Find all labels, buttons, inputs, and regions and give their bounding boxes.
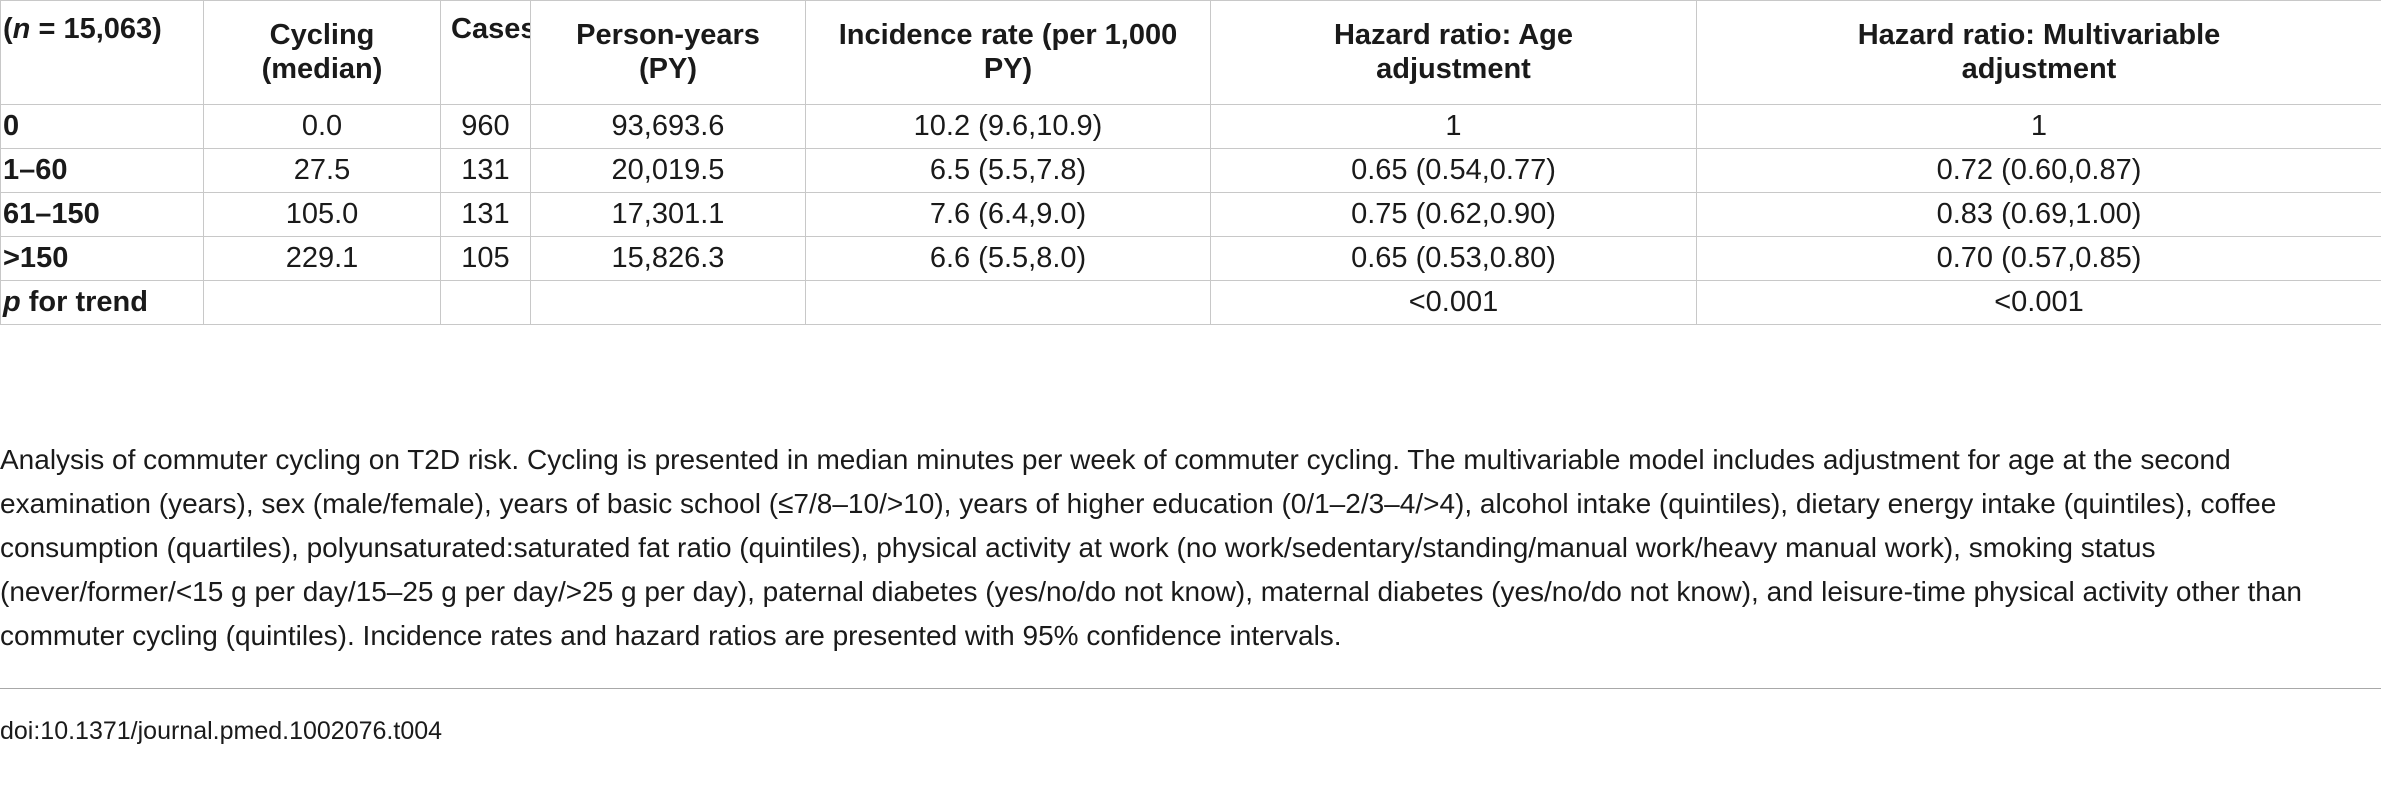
cell-cases: 105: [440, 236, 531, 281]
row-label: 0: [0, 104, 204, 149]
table-row: 61–150 105.0 131 17,301.1 7.6 (6.4,9.0) …: [0, 192, 2381, 237]
cell-incidence-rate: 6.5 (5.5,7.8): [805, 148, 1211, 193]
header-person-years: Person-years (PY): [530, 0, 806, 105]
cell-hr-age: 1: [1210, 104, 1697, 149]
results-table: (n = 15,063) Cycling (median) Cases Perso…: [0, 0, 2381, 325]
caption-divider: [0, 688, 2381, 689]
cell-hr-multivariable: 0.70 (0.57,0.85): [1696, 236, 2381, 281]
cell-hr-multivariable: 1: [1696, 104, 2381, 149]
cell-person-years: 17,301.1: [530, 192, 806, 237]
row-label: 1–60: [0, 148, 204, 193]
table-caption: Analysis of commuter cycling on T2D risk…: [0, 444, 2302, 651]
cell-hr-age: 0.65 (0.53,0.80): [1210, 236, 1697, 281]
header-row: (n = 15,063) Cycling (median) Cases Perso…: [0, 0, 2381, 105]
cell-person-years: 20,019.5: [530, 148, 806, 193]
trend-label: p for trend: [0, 280, 204, 325]
cell-hr-multivariable: 0.72 (0.60,0.87): [1696, 148, 2381, 193]
cell-hr-age: <0.001: [1210, 280, 1697, 325]
cell-cases: [440, 280, 531, 325]
row-label: >150: [0, 236, 204, 281]
cell-hr-age: 0.75 (0.62,0.90): [1210, 192, 1697, 237]
table-row: >150 229.1 105 15,826.3 6.6 (5.5,8.0) 0.…: [0, 236, 2381, 281]
cell-incidence-rate: 6.6 (5.5,8.0): [805, 236, 1211, 281]
cell-person-years: 93,693.6: [530, 104, 806, 149]
cell-cycling: [203, 280, 441, 325]
cell-hr-age: 0.65 (0.54,0.77): [1210, 148, 1697, 193]
cell-cycling: 229.1: [203, 236, 441, 281]
header-incidence-rate: Incidence rate (per 1,000 PY): [805, 0, 1211, 105]
cell-person-years: [530, 280, 806, 325]
trend-row: p for trend <0.001 <0.001: [0, 280, 2381, 325]
header-hr-age: Hazard ratio: Age adjustment: [1210, 0, 1697, 105]
cell-cases: 131: [440, 148, 531, 193]
header-n: (n = 15,063): [0, 0, 204, 105]
table-row: 1–60 27.5 131 20,019.5 6.5 (5.5,7.8) 0.6…: [0, 148, 2381, 193]
row-label: 61–150: [0, 192, 204, 237]
cell-cases: 960: [440, 104, 531, 149]
cell-cases: 131: [440, 192, 531, 237]
cell-incidence-rate: [805, 280, 1211, 325]
cell-cycling: 0.0: [203, 104, 441, 149]
header-cases: Cases: [440, 0, 531, 105]
cell-person-years: 15,826.3: [530, 236, 806, 281]
header-cycling: Cycling (median): [203, 0, 441, 105]
cell-hr-multivariable: 0.83 (0.69,1.00): [1696, 192, 2381, 237]
cell-incidence-rate: 7.6 (6.4,9.0): [805, 192, 1211, 237]
cell-cycling: 27.5: [203, 148, 441, 193]
doi-link[interactable]: doi:10.1371/journal.pmed.1002076.t004: [0, 717, 443, 745]
cell-cycling: 105.0: [203, 192, 441, 237]
header-hr-multivariable: Hazard ratio: Multivariable adjustment: [1696, 0, 2381, 105]
cell-hr-multivariable: <0.001: [1696, 280, 2381, 325]
cell-incidence-rate: 10.2 (9.6,10.9): [805, 104, 1211, 149]
table-row: 0 0.0 960 93,693.6 10.2 (9.6,10.9) 1 1: [0, 104, 2381, 149]
